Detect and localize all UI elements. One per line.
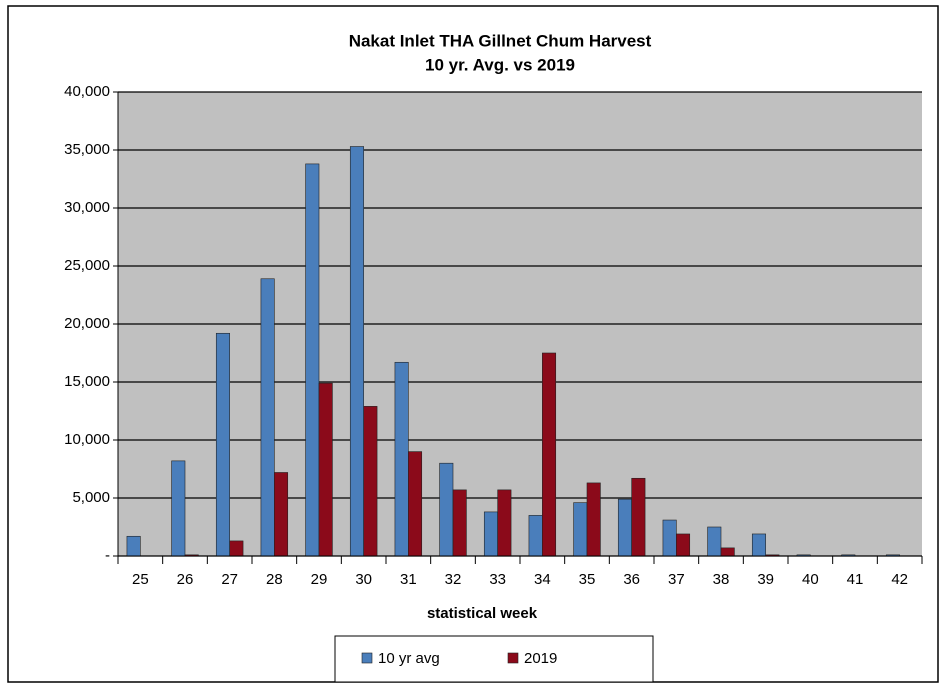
- legend-box: [334, 635, 654, 683]
- x-tick-label: 38: [713, 571, 730, 588]
- x-tick-label: 27: [221, 571, 238, 588]
- bar: [631, 477, 646, 557]
- x-tick-label: 29: [311, 571, 328, 588]
- x-tick-label: 28: [266, 571, 283, 588]
- x-tick-label: 36: [623, 571, 640, 588]
- bar: [126, 535, 141, 557]
- bar: [305, 163, 320, 557]
- bar: [662, 519, 677, 557]
- bar: [483, 511, 498, 557]
- x-tick-label: 30: [355, 571, 372, 588]
- bar: [751, 533, 766, 557]
- bar: [452, 489, 467, 557]
- chart-title: Nakat Inlet THA Gillnet Chum Harvest: [349, 31, 652, 50]
- legend-label: 10 yr avg: [378, 650, 440, 667]
- y-tick-label: 15,000: [64, 373, 110, 390]
- x-tick-label: 33: [489, 571, 506, 588]
- legend-swatch: [361, 652, 373, 664]
- bar: [215, 332, 230, 557]
- bar: [171, 460, 186, 557]
- bar: [542, 352, 557, 557]
- chart-subtitle: 10 yr. Avg. vs 2019: [425, 55, 575, 74]
- bar: [274, 472, 289, 557]
- bar: [394, 361, 409, 557]
- x-tick-label: 35: [579, 571, 596, 588]
- y-tick-label: 40,000: [64, 83, 110, 100]
- x-tick-label: 39: [757, 571, 774, 588]
- y-tick-label: 30,000: [64, 199, 110, 216]
- x-tick-label: 37: [668, 571, 685, 588]
- bar: [408, 451, 423, 557]
- x-tick-label: 31: [400, 571, 417, 588]
- bar: [497, 489, 512, 557]
- bar: [260, 278, 275, 557]
- x-tick-label: 26: [177, 571, 194, 588]
- bar: [586, 482, 601, 557]
- bar: [573, 502, 588, 557]
- bar: [720, 547, 735, 557]
- bar: [707, 526, 722, 557]
- x-tick-label: 42: [891, 571, 908, 588]
- bar: [439, 462, 454, 557]
- y-tick-label: 25,000: [64, 257, 110, 274]
- x-tick-label: 32: [445, 571, 462, 588]
- x-axis-label: statistical week: [427, 605, 538, 622]
- legend-swatch: [507, 652, 519, 664]
- bar: [676, 533, 691, 557]
- bar: [318, 382, 333, 557]
- x-tick-label: 25: [132, 571, 149, 588]
- bar: [349, 146, 364, 557]
- bar: [528, 515, 543, 557]
- x-tick-label: 34: [534, 571, 551, 588]
- bar: [617, 498, 632, 557]
- x-tick-label: 40: [802, 571, 819, 588]
- y-tick-label: 35,000: [64, 141, 110, 158]
- y-tick-label: -: [105, 547, 110, 564]
- y-tick-label: 20,000: [64, 315, 110, 332]
- y-tick-label: 10,000: [64, 431, 110, 448]
- x-tick-label: 41: [847, 571, 864, 588]
- y-tick-label: 5,000: [72, 489, 110, 506]
- bar: [363, 406, 378, 557]
- legend-label: 2019: [524, 650, 557, 667]
- bar: [229, 540, 244, 557]
